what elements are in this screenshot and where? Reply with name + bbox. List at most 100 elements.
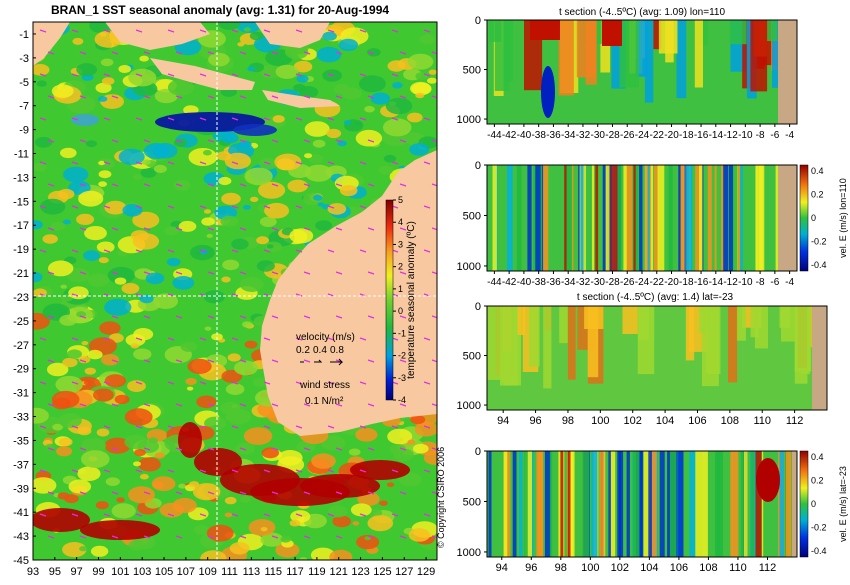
- wind-arrow-icon: [263, 469, 271, 473]
- velocity-colorbar-tick-label: -0.2: [811, 523, 827, 533]
- wind-arrow-icon: [135, 29, 143, 33]
- anomaly-eddy: [58, 437, 73, 447]
- wind-arrow-icon: [199, 161, 207, 165]
- section-x-tick-label: -34: [561, 130, 576, 141]
- anomaly-eddy: [62, 219, 71, 225]
- anomaly-eddy: [229, 542, 250, 555]
- wind-arrow-icon: [303, 315, 311, 319]
- velocity-colorbar-tick-label: -0.4: [811, 546, 827, 556]
- wind-arrow-icon: [135, 425, 143, 429]
- colorbar-tick-label: 3: [398, 239, 403, 249]
- anomaly-eddy: [265, 241, 282, 252]
- anomaly-eddy: [193, 524, 210, 535]
- wind-arrow-icon: [167, 205, 175, 209]
- cold-anomaly: [71, 114, 99, 126]
- anomaly-eddy: [378, 165, 393, 175]
- colorbar-tick-label: 5: [398, 195, 403, 205]
- wind-arrow-icon: [167, 425, 175, 429]
- anomaly-eddy: [138, 457, 161, 472]
- anomaly-eddy: [148, 437, 158, 444]
- section-band: [755, 451, 762, 557]
- velocity-colorbar-tick-label: 0: [811, 499, 816, 509]
- anomaly-eddy: [293, 83, 306, 92]
- wind-arrow-icon: [327, 205, 335, 209]
- anomaly-eddy: [78, 355, 91, 364]
- section-band: [512, 451, 517, 557]
- lat-tick-label: -1: [19, 29, 29, 41]
- section-band: [503, 451, 508, 557]
- anomaly-eddy: [59, 314, 77, 326]
- anomaly-eddy: [143, 143, 170, 159]
- anomaly-eddy: [296, 75, 309, 83]
- depth-tick-label: 1000: [457, 400, 481, 412]
- wind-arrow-icon: [271, 271, 279, 275]
- anomaly-eddy: [350, 503, 372, 517]
- anomaly-eddy: [280, 536, 292, 543]
- section-x-tick-label: 102: [611, 562, 629, 574]
- anomaly-eddy: [107, 266, 135, 284]
- anomaly-eddy: [428, 69, 437, 75]
- wind-arrow-icon: [111, 315, 119, 319]
- anomaly-eddy: [52, 423, 63, 431]
- wind-arrow-icon: [71, 249, 79, 253]
- wind-arrow-icon: [231, 513, 239, 517]
- section-band: [750, 306, 759, 338]
- wind-arrow-icon: [47, 447, 55, 451]
- section-band: [600, 20, 611, 73]
- lon-tick-label: 111: [221, 566, 238, 578]
- wind-arrow-icon: [231, 293, 239, 297]
- wind-arrow-icon: [423, 161, 431, 165]
- anomaly-eddy: [289, 519, 301, 527]
- section-band: [648, 451, 652, 557]
- anomaly-eddy: [154, 452, 165, 459]
- anomaly-eddy: [299, 557, 308, 560]
- wind-arrow-icon: [271, 491, 279, 495]
- anomaly-eddy: [364, 105, 375, 113]
- anomaly-eddy: [243, 427, 273, 445]
- wind-arrow-icon: [47, 95, 55, 99]
- wind-arrow-icon: [359, 513, 367, 517]
- section-band: [559, 306, 568, 344]
- lat-tick-label: -23: [13, 292, 29, 304]
- wind-arrow-icon: [47, 139, 55, 143]
- anomaly-eddy: [226, 408, 251, 425]
- wind-arrow-icon: [303, 359, 311, 363]
- section-band: [649, 451, 657, 557]
- wind-arrow-icon: [239, 315, 247, 319]
- wind-arrow-icon: [359, 161, 367, 165]
- anomaly-eddy: [313, 194, 323, 201]
- lon-tick-label: 99: [92, 566, 104, 578]
- section-band: [728, 165, 734, 271]
- wind-arrow-icon: [423, 73, 431, 77]
- wind-arrow-icon: [423, 205, 431, 209]
- wind-arrow-icon: [135, 513, 143, 517]
- wind-arrow-icon: [431, 95, 437, 99]
- section-band: [653, 20, 662, 50]
- anomaly-eddy: [277, 450, 303, 466]
- lat-tick-label: -13: [13, 172, 29, 184]
- wind-arrow-icon: [303, 271, 311, 275]
- wind-arrow-icon: [103, 381, 111, 385]
- wind-arrow-icon: [399, 535, 407, 539]
- wind-arrow-icon: [335, 227, 343, 231]
- lat-tick-label: -45: [13, 555, 29, 567]
- anomaly-eddy: [264, 202, 290, 219]
- anomaly-eddy: [287, 179, 309, 193]
- map-colorbar: [385, 199, 394, 401]
- wind-arrow-icon: [111, 139, 119, 143]
- section-hot: [530, 20, 560, 40]
- section-band: [516, 165, 522, 271]
- wind-arrow-icon: [39, 469, 47, 473]
- wind-arrow-icon: [135, 205, 143, 209]
- wind-arrow-icon: [199, 73, 207, 77]
- lat-tick-label: -9: [19, 125, 29, 137]
- anomaly-eddy: [284, 44, 309, 60]
- anomaly-eddy: [68, 180, 91, 195]
- wind-arrow-icon: [359, 425, 367, 429]
- section-band: [501, 306, 512, 382]
- wind-arrow-icon: [367, 139, 375, 143]
- anomaly-eddy: [239, 277, 264, 292]
- wind-arrow-icon: [367, 95, 375, 99]
- section-x-tick-label: -22: [650, 130, 665, 141]
